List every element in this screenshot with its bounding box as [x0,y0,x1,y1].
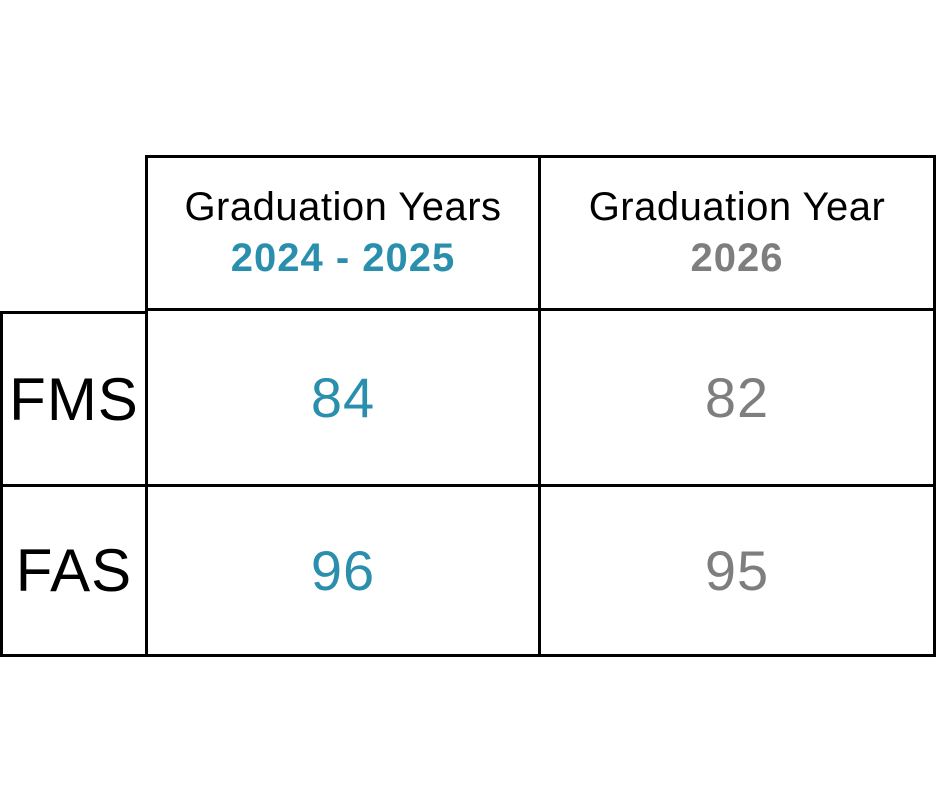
row-label-fms: FMS [0,311,145,487]
cell-fas-2026: 95 [538,487,936,657]
value-fas-2024-2025: 96 [310,539,376,602]
graduation-table: Graduation Years 2024 - 2025 Graduation … [0,155,936,657]
row-label-text: FAS [15,537,133,604]
value-fms-2026: 82 [704,366,770,429]
header-cell-2024-2025: Graduation Years 2024 - 2025 [145,155,538,311]
header-subtitle-2024-2025: 2024 - 2025 [230,236,456,280]
cell-fas-2024-2025: 96 [145,487,538,657]
row-label-text: FMS [9,365,139,433]
value-fas-2026: 95 [704,539,770,602]
cell-fms-2026: 82 [538,311,936,487]
value-fms-2024-2025: 84 [310,366,376,429]
header-cell-2026: Graduation Year 2026 [538,155,936,311]
header-title-years: Graduation Years [184,185,502,229]
header-subtitle-2026: 2026 [690,236,784,280]
cell-fms-2024-2025: 84 [145,311,538,487]
row-label-fas: FAS [0,487,145,657]
corner-empty-cell [0,155,145,311]
header-title-year: Graduation Year [588,185,886,229]
